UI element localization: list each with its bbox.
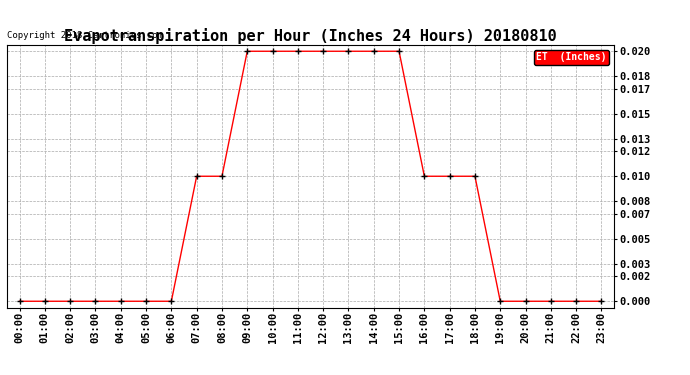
Legend: ET  (Inches): ET (Inches) bbox=[534, 50, 609, 65]
Text: Copyright 2018 Cartronics.com: Copyright 2018 Cartronics.com bbox=[7, 31, 163, 40]
Title: Evapotranspiration per Hour (Inches 24 Hours) 20180810: Evapotranspiration per Hour (Inches 24 H… bbox=[64, 28, 557, 44]
